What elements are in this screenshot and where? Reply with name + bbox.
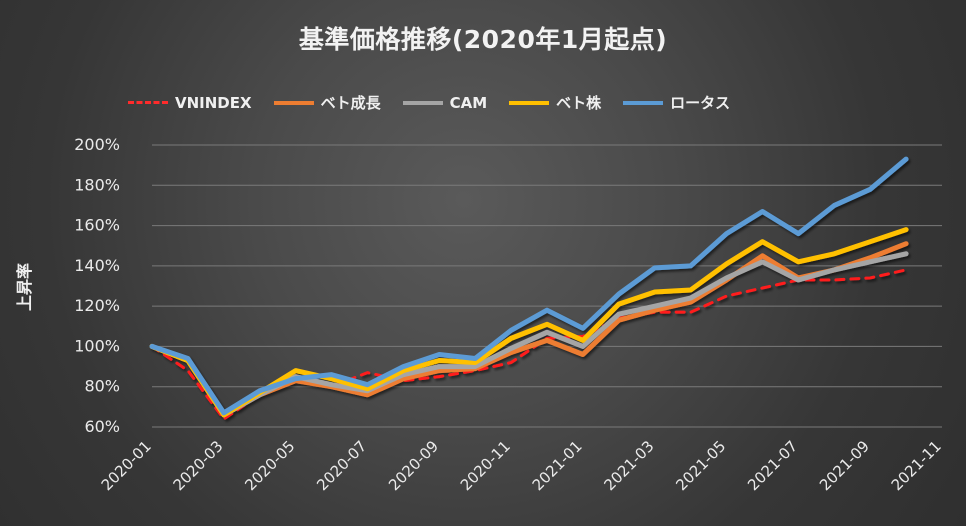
legend-label-lotus: ロータス	[670, 94, 731, 112]
x-tick-label: 2021-01	[529, 437, 586, 494]
legend-swatch-cam	[402, 100, 443, 105]
y-tick-label: 120%	[74, 296, 120, 315]
y-tick-label: 160%	[74, 216, 120, 235]
x-tick-label: 2020-07	[313, 437, 370, 494]
legend-swatch-lotus	[623, 100, 664, 105]
legend-swatch-beto-kabu	[509, 100, 550, 105]
legend-item-cam: CAM	[402, 93, 488, 112]
series-line-3	[149, 227, 909, 418]
grid-lines: 200% 180% 160% 140% 120% 100% 80% 60%	[74, 135, 942, 436]
legend-label-beto-seicho: ベト成長	[320, 94, 381, 112]
legend-item-vnindex: VNINDEX	[128, 94, 252, 112]
legend-label-cam: CAM	[449, 93, 488, 112]
y-tick-label: 140%	[74, 256, 120, 275]
x-tick-label: 2020-01	[98, 437, 155, 494]
legend-label-vnindex: VNINDEX	[175, 93, 252, 112]
x-tick-label: 2021-07	[744, 437, 801, 494]
legend-swatch-vnindex	[128, 101, 168, 104]
x-tick-label: 2021-03	[601, 437, 658, 494]
x-tick-label: 2021-11	[888, 437, 945, 494]
x-tick-label: 2021-09	[816, 437, 873, 494]
legend-swatch-beto-seicho	[273, 100, 314, 105]
y-tick-label: 180%	[74, 175, 120, 194]
x-tick-label: 2020-05	[241, 437, 298, 494]
y-tick-label: 60%	[84, 417, 120, 436]
series-group	[149, 156, 909, 421]
x-tick-label: 2021-05	[672, 437, 729, 494]
legend-item-beto-kabu: ベト株	[509, 92, 601, 113]
x-tick-label: 2020-11	[457, 437, 514, 494]
legend-item-lotus: ロータス	[623, 92, 730, 113]
legend-item-beto-seicho: ベト成長	[273, 92, 381, 113]
y-tick-label: 80%	[84, 377, 120, 396]
x-axis-labels: 2020-01 2020-03 2020-05 2020-07 2020-09 2020-…	[98, 437, 945, 494]
y-tick-label: 100%	[74, 336, 120, 355]
x-tick-label: 2020-03	[170, 437, 227, 494]
chart-legend: VNINDEX ベト成長 CAM ベト株 ロータス	[128, 92, 730, 113]
x-tick-label: 2020-09	[385, 437, 442, 494]
y-tick-label: 200%	[74, 135, 120, 154]
chart-title: 基準価格推移(2020年1月起点)	[298, 25, 668, 54]
legend-label-beto-kabu: ベト株	[556, 94, 602, 112]
series-line-4	[149, 156, 909, 416]
